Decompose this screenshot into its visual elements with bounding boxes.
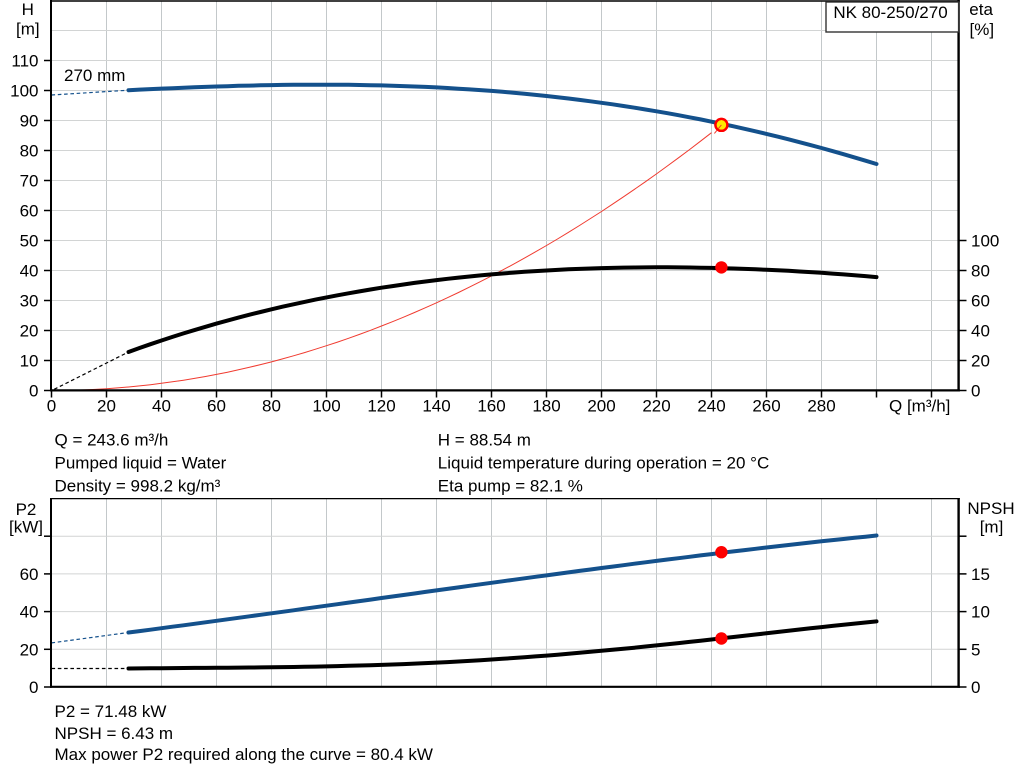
svg-text:0: 0	[971, 382, 980, 401]
svg-text:140: 140	[422, 397, 450, 416]
svg-text:60: 60	[207, 397, 226, 416]
svg-text:60: 60	[971, 292, 990, 311]
svg-text:P2 = 71.48 kW: P2 = 71.48 kW	[55, 702, 167, 721]
svg-text:H: H	[22, 0, 34, 19]
svg-text:Eta pump = 82.1 %: Eta pump = 82.1 %	[438, 476, 583, 495]
svg-text:60: 60	[20, 565, 39, 584]
svg-text:40: 40	[20, 262, 39, 281]
svg-text:60: 60	[20, 202, 39, 221]
svg-text:220: 220	[642, 397, 670, 416]
svg-text:[m]: [m]	[16, 20, 40, 39]
svg-text:P2: P2	[16, 500, 37, 519]
svg-text:10: 10	[20, 352, 39, 371]
svg-text:20: 20	[20, 640, 39, 659]
svg-text:240: 240	[697, 397, 725, 416]
svg-text:260: 260	[752, 397, 780, 416]
svg-text:5: 5	[971, 640, 980, 659]
svg-text:15: 15	[971, 565, 990, 584]
svg-text:[kW]: [kW]	[9, 518, 43, 537]
svg-text:H = 88.54 m: H = 88.54 m	[438, 431, 531, 450]
svg-text:20: 20	[971, 352, 990, 371]
svg-text:0: 0	[29, 382, 38, 401]
svg-text:200: 200	[587, 397, 615, 416]
svg-text:110: 110	[11, 52, 38, 71]
svg-text:80: 80	[971, 262, 990, 281]
svg-text:80: 80	[20, 142, 39, 161]
svg-text:0: 0	[29, 678, 38, 697]
svg-text:0: 0	[971, 678, 980, 697]
svg-text:Density = 998.2 kg/m³: Density = 998.2 kg/m³	[55, 476, 221, 495]
svg-text:100: 100	[971, 232, 999, 251]
svg-text:NK 80-250/270: NK 80-250/270	[833, 3, 947, 22]
svg-text:40: 40	[20, 603, 39, 622]
svg-text:30: 30	[20, 292, 39, 311]
svg-text:100: 100	[312, 397, 340, 416]
svg-text:40: 40	[152, 397, 171, 416]
svg-text:NPSH = 6.43 m: NPSH = 6.43 m	[55, 724, 174, 743]
svg-text:[m]: [m]	[980, 518, 1004, 537]
svg-text:160: 160	[477, 397, 505, 416]
svg-text:270 mm: 270 mm	[64, 66, 125, 85]
svg-text:20: 20	[20, 322, 39, 341]
svg-text:10: 10	[971, 603, 990, 622]
svg-text:20: 20	[97, 397, 116, 416]
svg-text:40: 40	[971, 322, 990, 341]
svg-text:Liquid temperature during oper: Liquid temperature during operation = 20…	[438, 453, 769, 472]
svg-text:Q = 243.6 m³/h: Q = 243.6 m³/h	[55, 431, 169, 450]
svg-text:Pumped liquid = Water: Pumped liquid = Water	[55, 453, 227, 472]
svg-text:70: 70	[20, 172, 39, 191]
svg-text:NPSH: NPSH	[967, 499, 1014, 518]
svg-text:80: 80	[262, 397, 281, 416]
svg-text:Max power P2 required along th: Max power P2 required along the curve = …	[55, 745, 433, 764]
svg-text:180: 180	[532, 397, 560, 416]
svg-text:50: 50	[20, 232, 39, 251]
svg-text:120: 120	[367, 397, 395, 416]
svg-text:[%]: [%]	[970, 20, 995, 39]
svg-text:90: 90	[20, 112, 39, 131]
svg-text:eta: eta	[969, 0, 993, 19]
svg-text:100: 100	[10, 82, 38, 101]
svg-text:Q [m³/h]: Q [m³/h]	[889, 397, 950, 416]
svg-text:0: 0	[47, 397, 56, 416]
svg-text:280: 280	[807, 397, 835, 416]
